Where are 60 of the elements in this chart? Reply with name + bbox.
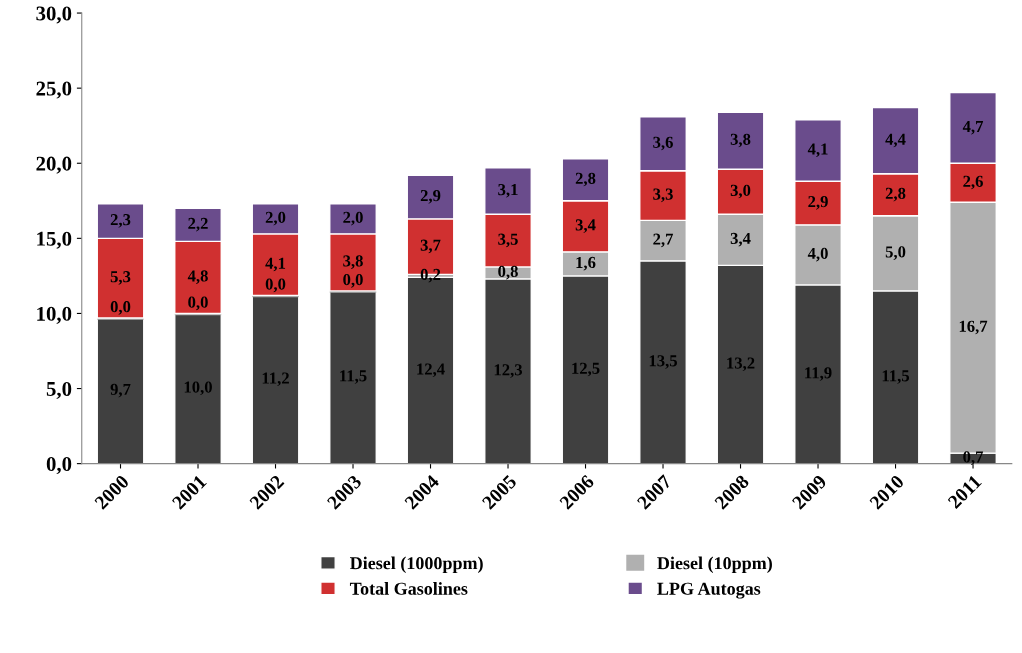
- data-label: 1,6: [576, 256, 596, 271]
- data-label: 13,5: [649, 355, 677, 369]
- y-tick-label: 15,0: [37, 231, 72, 249]
- data-label: 5,3: [110, 271, 131, 285]
- data-label: 2,8: [575, 172, 596, 187]
- data-label: 3,7: [420, 239, 441, 254]
- legend-label: Diesel (10ppm): [657, 556, 772, 573]
- data-label: 0,7: [963, 451, 984, 465]
- x-tick-label: 2011: [947, 474, 982, 510]
- y-tick-label: 0,0: [46, 457, 72, 475]
- data-label: 3,4: [575, 219, 596, 233]
- data-label: 11,5: [340, 370, 367, 384]
- data-label: 0,0: [343, 274, 363, 288]
- data-label: 4,1: [807, 143, 828, 158]
- data-label: 2,7: [653, 233, 674, 248]
- data-label: 4,1: [265, 257, 286, 272]
- data-label: 12,5: [572, 362, 600, 377]
- legend-label: LPG Autogas: [657, 582, 761, 599]
- data-label: 10,0: [184, 381, 212, 396]
- data-label: 0,2: [420, 268, 441, 283]
- data-label: 2,8: [885, 187, 906, 202]
- data-label: 12,4: [417, 363, 445, 378]
- data-label: 2,3: [110, 214, 131, 228]
- data-label: 3,0: [730, 184, 751, 199]
- data-label: 4,8: [187, 270, 208, 284]
- y-tick-label: 30,0: [36, 6, 72, 24]
- data-label: 11,5: [882, 370, 910, 384]
- data-label: 2,9: [808, 196, 828, 210]
- data-label: 2,9: [420, 190, 441, 204]
- data-label: 0,0: [188, 296, 208, 311]
- data-label: 3,4: [730, 232, 751, 247]
- y-tick-label: 5,0: [46, 381, 72, 399]
- data-label: 4,7: [962, 120, 984, 135]
- data-label: 3,8: [343, 255, 363, 269]
- data-label: 4,4: [885, 133, 906, 148]
- legend-label: Diesel (1000ppm): [350, 556, 483, 573]
- legend-label: Total Gasolines: [349, 582, 468, 595]
- data-label: 16,7: [959, 320, 988, 335]
- data-label: 2,2: [188, 217, 208, 232]
- data-label: 11,2: [262, 372, 289, 387]
- data-label: 3,6: [653, 136, 673, 151]
- data-label: 3,5: [498, 233, 518, 248]
- data-label: 0,0: [265, 278, 286, 293]
- data-label: 12,3: [494, 364, 523, 378]
- data-label: 3,3: [653, 188, 673, 203]
- data-label: 4,0: [807, 247, 828, 262]
- data-label: 9,7: [110, 383, 131, 398]
- data-label: 3,1: [498, 184, 518, 198]
- y-tick-label: 25,0: [36, 81, 72, 99]
- data-label: 5,0: [885, 246, 906, 260]
- data-label: 2,0: [343, 211, 363, 226]
- data-label: 11,9: [805, 367, 832, 381]
- y-tick-label: 10,0: [37, 306, 72, 324]
- data-label: 2,0: [265, 211, 286, 226]
- data-label: 0,8: [498, 265, 518, 280]
- data-label: 13,2: [727, 357, 755, 372]
- data-label: 0,0: [110, 301, 131, 315]
- y-tick-label: 20,0: [36, 156, 72, 174]
- data-label: 3,8: [730, 133, 751, 148]
- data-label: 2,6: [963, 175, 983, 190]
